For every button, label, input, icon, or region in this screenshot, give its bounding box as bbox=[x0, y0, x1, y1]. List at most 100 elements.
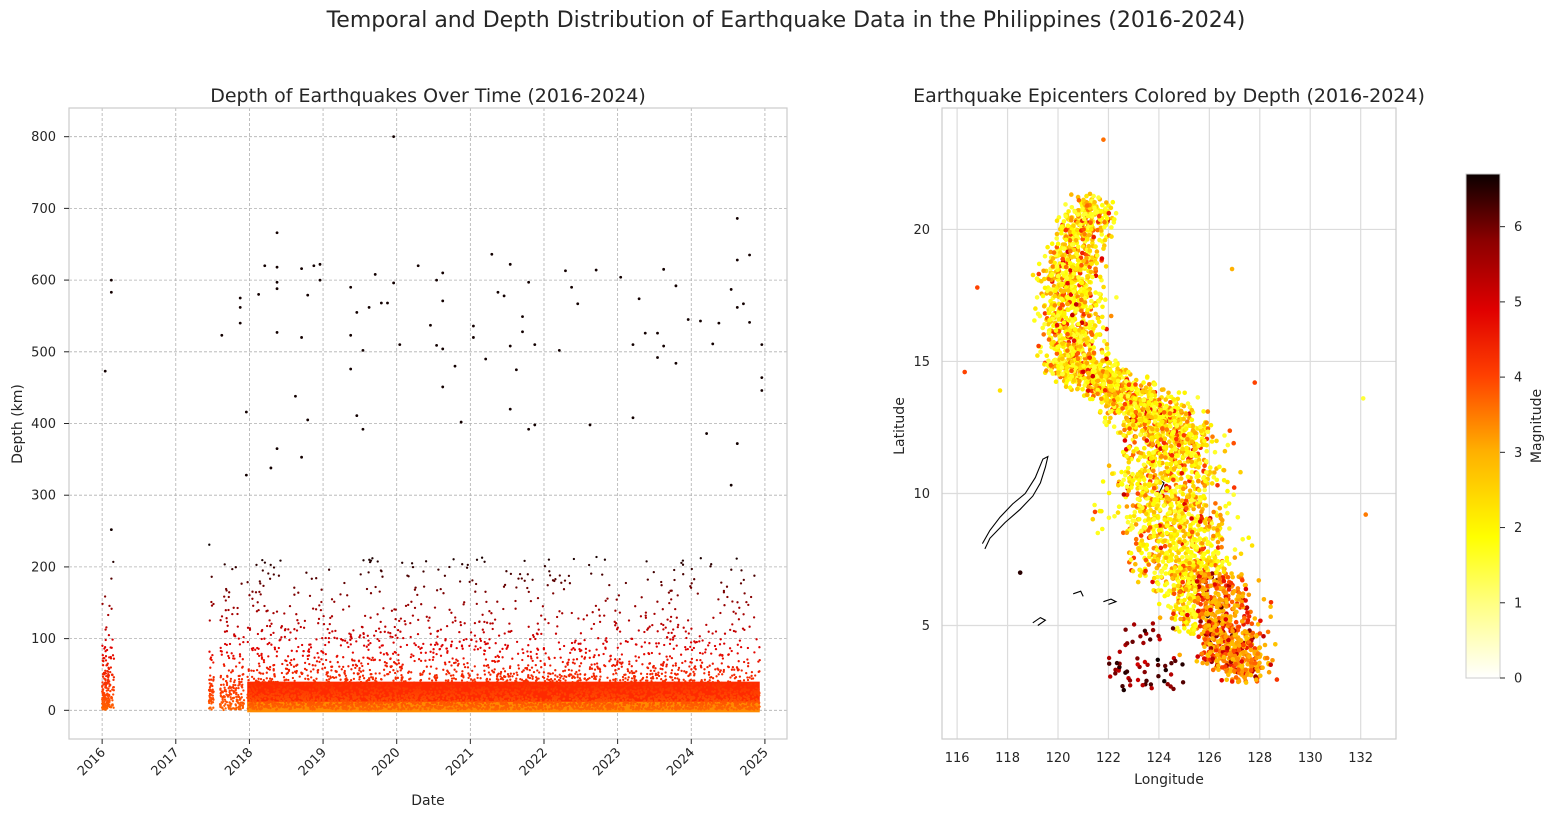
depth-point bbox=[533, 707, 536, 710]
depth-point bbox=[324, 658, 328, 662]
depth-point bbox=[326, 683, 329, 686]
depth-point bbox=[520, 688, 524, 691]
depth-point bbox=[239, 707, 242, 710]
depth-point bbox=[252, 677, 256, 680]
depth-point bbox=[692, 646, 696, 650]
depth-point bbox=[591, 611, 594, 614]
depth-point bbox=[607, 685, 610, 688]
depth-point bbox=[542, 647, 546, 650]
depth-point bbox=[368, 693, 371, 697]
depth-point bbox=[400, 703, 404, 706]
depth-point bbox=[336, 691, 339, 694]
depth-point bbox=[650, 651, 654, 655]
depth-outlier-point bbox=[705, 432, 709, 435]
depth-point bbox=[520, 695, 524, 698]
depth-point bbox=[613, 693, 616, 696]
depth-point bbox=[714, 647, 718, 651]
depth-point bbox=[494, 688, 498, 692]
depth-point bbox=[614, 624, 617, 627]
depth-point bbox=[755, 698, 758, 701]
depth-point bbox=[733, 677, 737, 680]
depth-point bbox=[743, 699, 746, 702]
depth-point bbox=[288, 705, 292, 708]
depth-point bbox=[383, 630, 386, 633]
depth-point bbox=[699, 665, 703, 668]
depth-point bbox=[557, 682, 561, 686]
depth-point bbox=[329, 616, 332, 620]
depth-point bbox=[414, 586, 417, 589]
depth-point bbox=[385, 665, 389, 668]
depth-point bbox=[488, 610, 491, 613]
depth-point bbox=[309, 670, 313, 673]
depth-point bbox=[339, 644, 343, 647]
depth-outlier-point bbox=[588, 423, 592, 427]
depth-point bbox=[330, 685, 334, 689]
depth-point bbox=[306, 674, 309, 677]
depth-point bbox=[599, 706, 602, 710]
depth-point bbox=[650, 685, 654, 688]
depth-outlier-point bbox=[109, 528, 113, 532]
depth-point bbox=[310, 577, 313, 580]
depth-point bbox=[513, 695, 516, 698]
depth-point bbox=[680, 702, 683, 705]
depth-point bbox=[261, 569, 264, 572]
depth-point bbox=[745, 707, 749, 711]
depth-point bbox=[389, 708, 392, 711]
depth-point bbox=[697, 708, 700, 711]
depth-point bbox=[232, 683, 235, 687]
depth-point bbox=[287, 686, 290, 689]
depth-point bbox=[390, 609, 394, 612]
depth-point bbox=[553, 678, 557, 681]
depth-point bbox=[609, 655, 612, 658]
depth-outlier-point bbox=[662, 267, 666, 271]
depth-outlier-point bbox=[459, 420, 463, 424]
depth-point bbox=[599, 686, 603, 689]
depth-point bbox=[609, 704, 613, 707]
depth-point bbox=[597, 700, 600, 703]
depth-point bbox=[229, 696, 232, 699]
depth-outlier-point bbox=[244, 410, 248, 414]
depth-point bbox=[538, 671, 541, 674]
depth-point bbox=[582, 618, 585, 621]
depth-point bbox=[256, 632, 260, 636]
depth-point bbox=[226, 674, 229, 678]
depth-point bbox=[700, 693, 703, 696]
depth-point bbox=[112, 706, 115, 709]
depth-point bbox=[112, 693, 115, 696]
depth-point bbox=[380, 698, 383, 701]
depth-point bbox=[704, 705, 707, 708]
depth-point bbox=[235, 695, 238, 699]
depth-point bbox=[693, 578, 696, 581]
depth-point bbox=[403, 687, 407, 690]
depth-point bbox=[692, 670, 695, 674]
depth-point bbox=[325, 678, 328, 682]
depth-point bbox=[539, 659, 542, 663]
depth-point bbox=[660, 622, 663, 626]
depth-point bbox=[529, 599, 533, 603]
depth-point bbox=[112, 657, 116, 660]
depth-point bbox=[379, 704, 382, 707]
depth-point bbox=[351, 659, 354, 662]
depth-point bbox=[537, 707, 540, 711]
depth-point bbox=[503, 670, 507, 673]
depth-point bbox=[682, 678, 685, 681]
depth-point bbox=[389, 632, 392, 635]
depth-point bbox=[446, 651, 449, 654]
depth-point bbox=[427, 694, 430, 698]
depth-outlier-point bbox=[521, 315, 524, 319]
depth-point bbox=[325, 671, 328, 674]
depth-point bbox=[652, 701, 655, 704]
depth-point bbox=[722, 668, 726, 672]
depth-point bbox=[731, 600, 734, 603]
depth-point bbox=[357, 659, 361, 662]
depth-point bbox=[436, 629, 440, 633]
depth-point bbox=[578, 669, 581, 672]
depth-outlier-point bbox=[674, 284, 678, 288]
depth-point bbox=[620, 694, 623, 698]
depth-point bbox=[112, 686, 115, 689]
depth-point bbox=[358, 675, 362, 678]
depth-point bbox=[595, 675, 598, 678]
depth-point bbox=[315, 685, 318, 688]
depth-point bbox=[714, 686, 717, 689]
depth-point bbox=[624, 677, 627, 680]
